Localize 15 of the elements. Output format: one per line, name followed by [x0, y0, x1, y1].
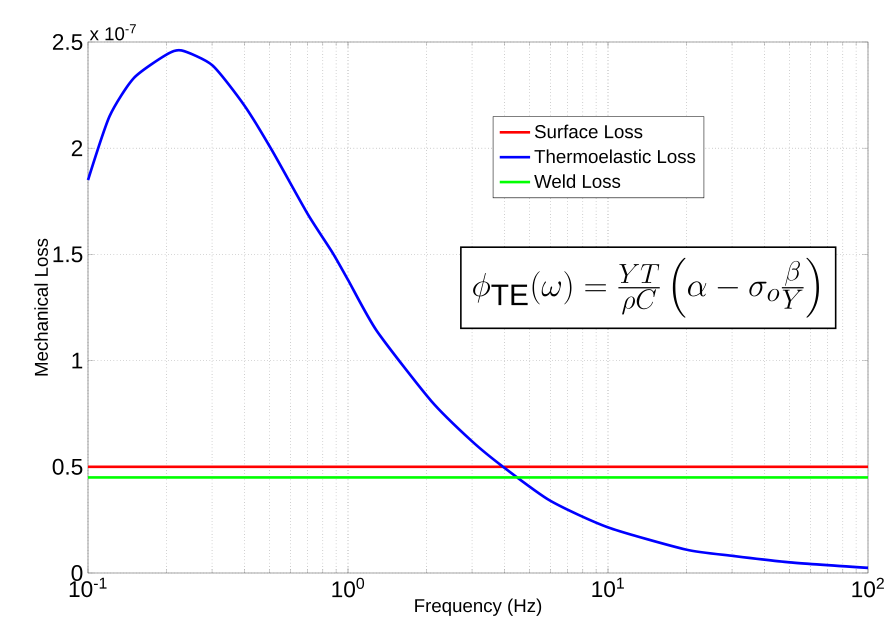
y-tick-label: 1 [72, 352, 82, 368]
legend-label: Surface Loss [534, 124, 642, 138]
y-tick-label: 2 [72, 140, 82, 156]
text: x 10$^{-7}$ [90, 24, 136, 40]
x-axis-title: Frequency (Hz) [415, 598, 542, 616]
legend-label: Weld Loss [534, 174, 620, 188]
x-tick-label: 10$^{2}$ [852, 578, 884, 598]
y-tick-label: 1.5 [54, 246, 82, 262]
annotation: $\phi_{\mathrm{TE}}(\omega)=\frac{YT}{\rho C}\left(\alpha-\sigma_o\frac{\beta}{Y}\right)$ [473, 258, 819, 318]
y-axis-title: Mechanical Loss [34, 238, 48, 376]
y-tick-label: 0.5 [52, 458, 82, 475]
x-tick-label: 10$^{0}$ [332, 578, 364, 598]
legend-label: Thermoelastic Loss [534, 149, 696, 164]
x-tick-label: 10$^{1}$ [592, 578, 624, 598]
y-tick-label: 2.5 [52, 34, 82, 50]
